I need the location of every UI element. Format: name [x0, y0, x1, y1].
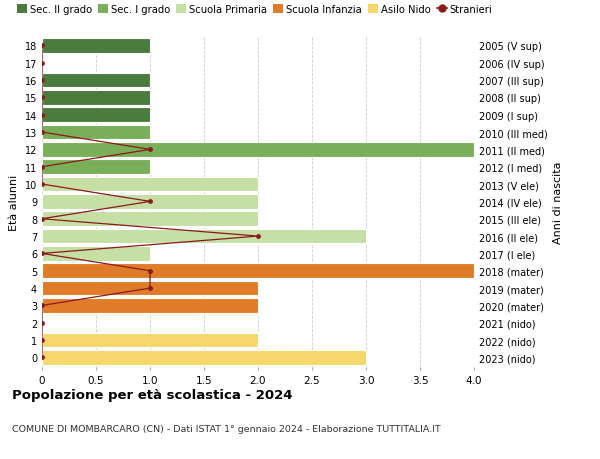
Y-axis label: Età alunni: Età alunni — [9, 174, 19, 230]
Text: COMUNE DI MOMBARCARO (CN) - Dati ISTAT 1° gennaio 2024 - Elaborazione TUTTITALIA: COMUNE DI MOMBARCARO (CN) - Dati ISTAT 1… — [12, 425, 441, 434]
Bar — [42, 195, 258, 209]
Bar — [42, 246, 150, 261]
Bar — [42, 108, 150, 123]
Bar — [42, 91, 150, 106]
Bar — [42, 350, 366, 365]
Text: Popolazione per età scolastica - 2024: Popolazione per età scolastica - 2024 — [12, 388, 293, 401]
Bar — [42, 39, 150, 54]
Y-axis label: Anni di nascita: Anni di nascita — [553, 161, 563, 243]
Bar — [42, 73, 150, 88]
Bar — [42, 212, 258, 227]
Bar — [42, 298, 258, 313]
Bar — [42, 177, 258, 192]
Bar — [42, 160, 150, 175]
Bar — [42, 125, 150, 140]
Bar — [42, 333, 258, 348]
Bar — [42, 281, 258, 296]
Bar — [42, 143, 474, 157]
Legend: Sec. II grado, Sec. I grado, Scuola Primaria, Scuola Infanzia, Asilo Nido, Stran: Sec. II grado, Sec. I grado, Scuola Prim… — [17, 5, 493, 15]
Bar — [42, 229, 366, 244]
Bar — [42, 264, 474, 279]
